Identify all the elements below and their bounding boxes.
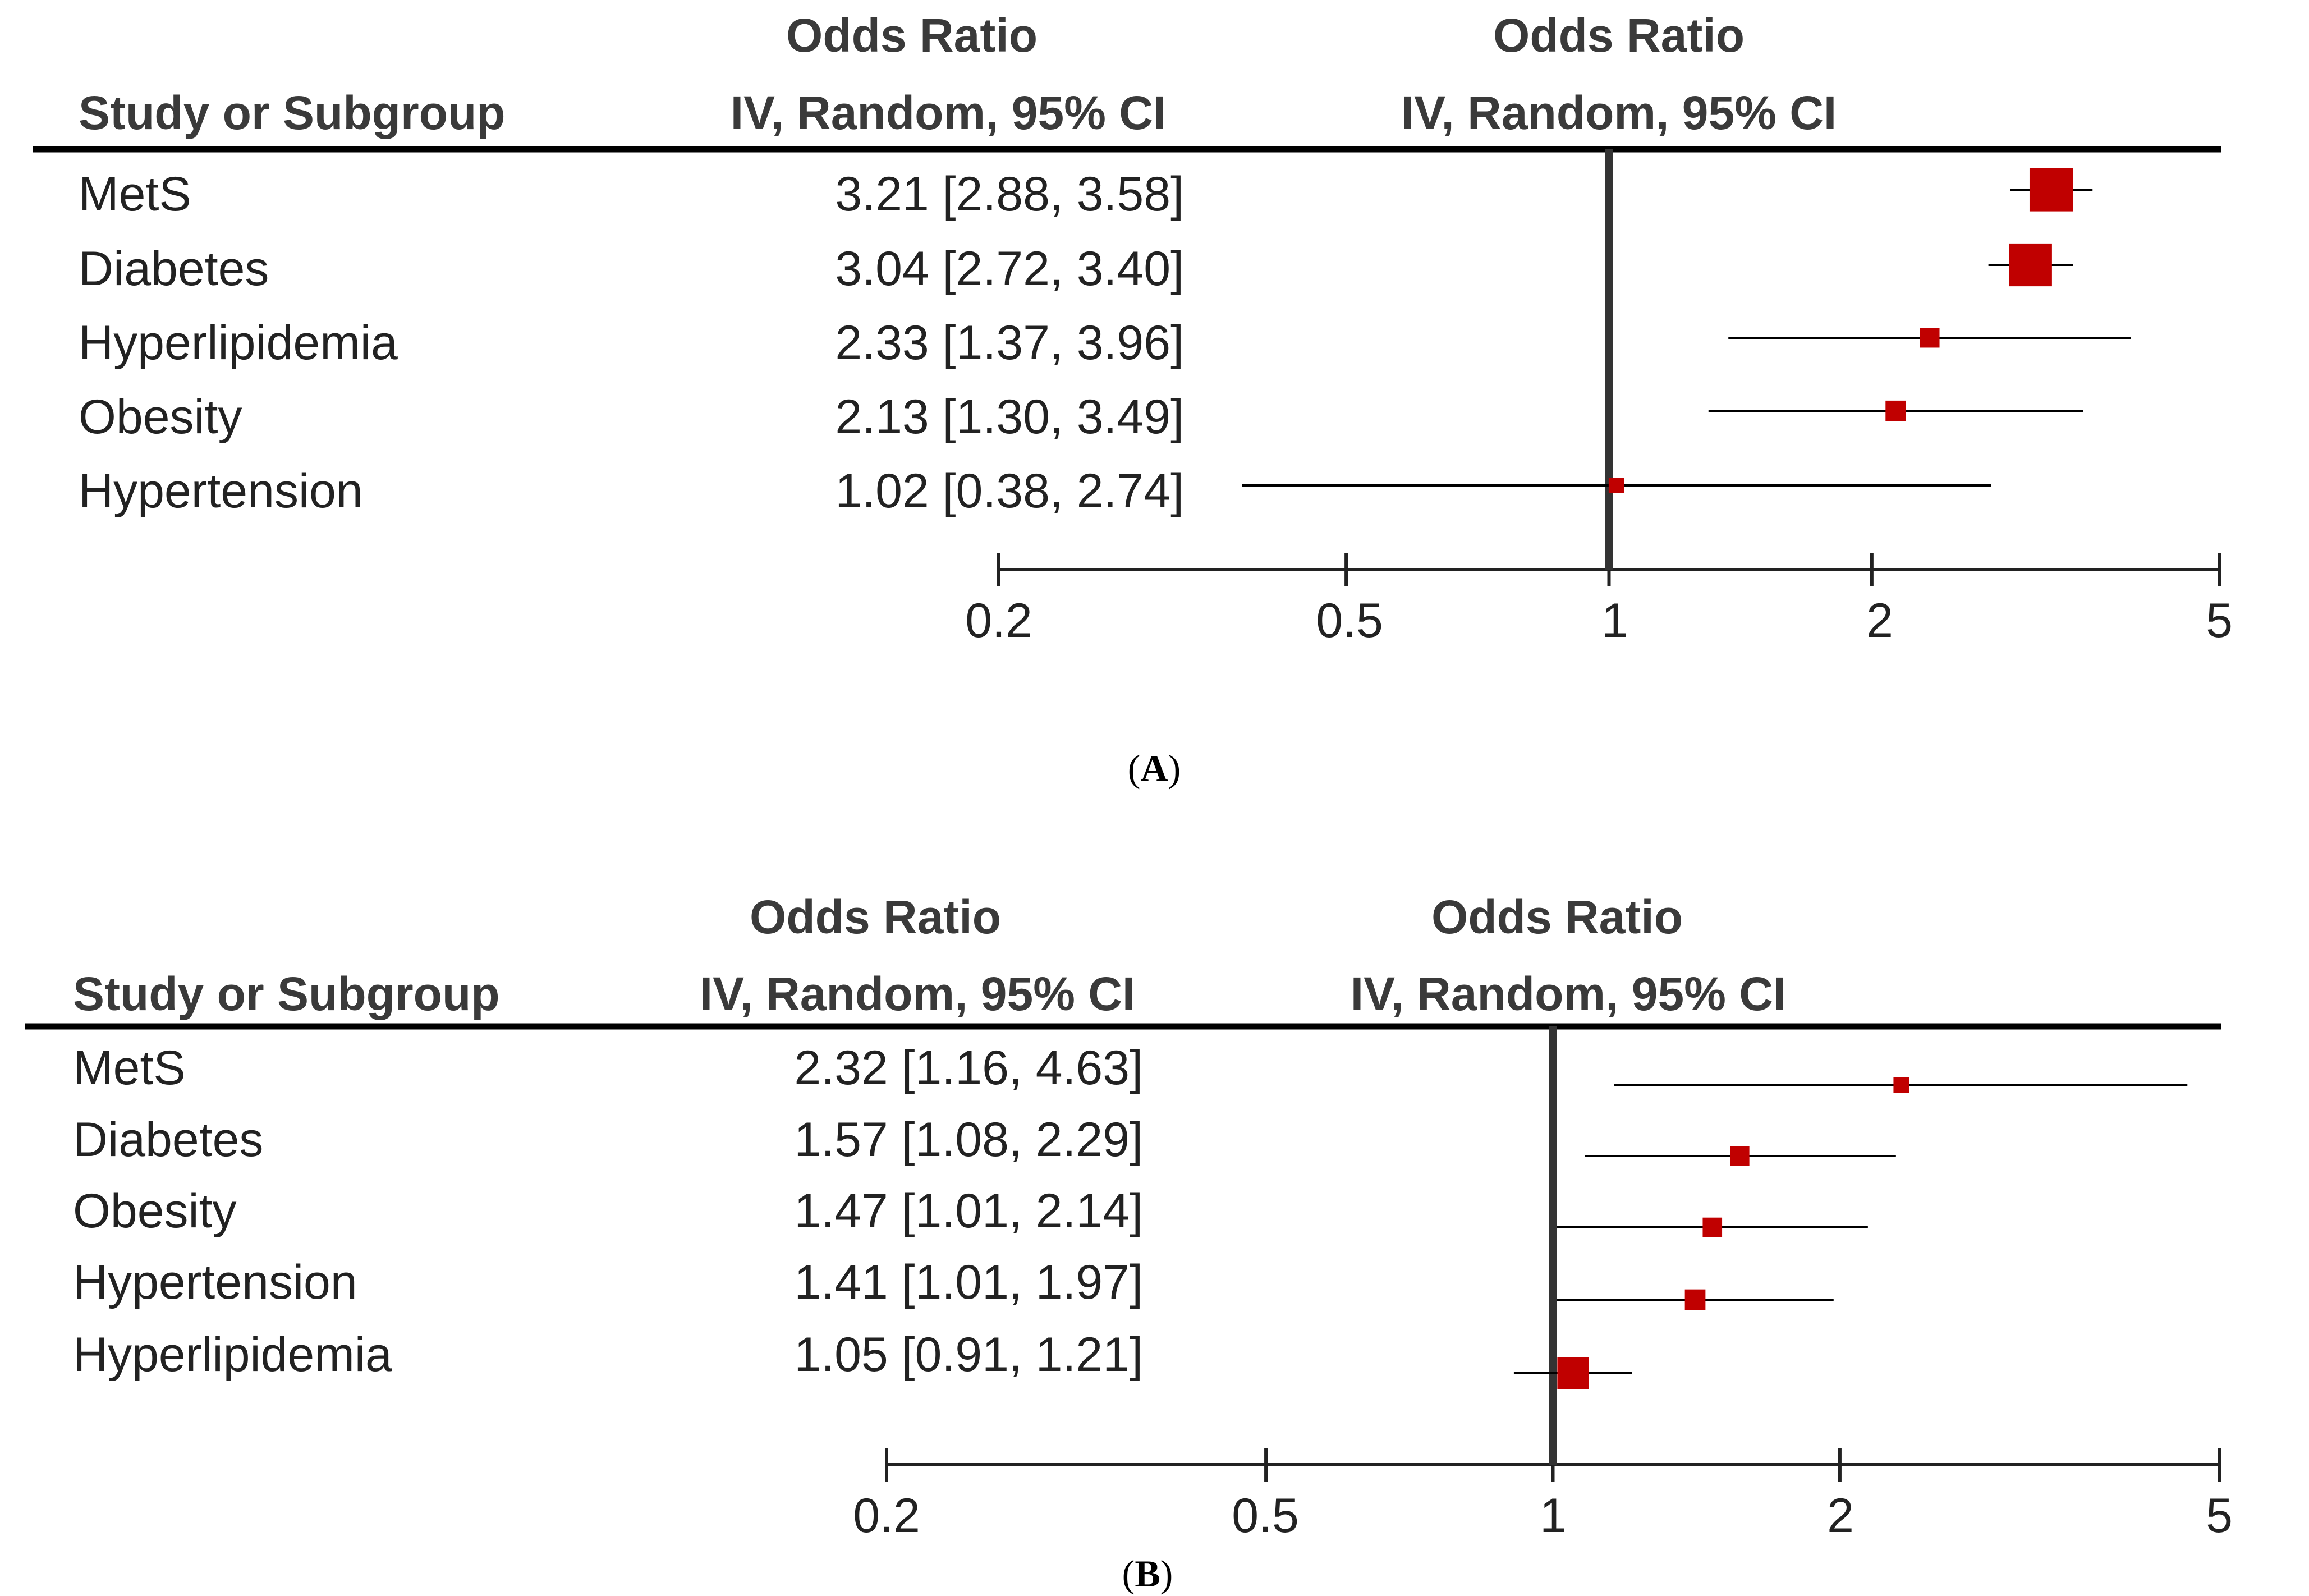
panel-b-row-label: Obesity — [73, 1184, 237, 1238]
panel-a-row-label: MetS — [79, 167, 191, 221]
panel-a: Odds Ratio Odds Ratio Study or Subgroup … — [33, 9, 2233, 790]
panel-b-tick-label: 0.2 — [853, 1489, 920, 1543]
panel-a-point-estimate — [2009, 243, 2052, 287]
panel-a-plot — [997, 149, 2221, 586]
panel-b-plot — [885, 1026, 2221, 1482]
panel-b-caption-letter: B — [1135, 1552, 1160, 1595]
panel-b-point-estimate — [1730, 1146, 1750, 1166]
panel-b-row-ci-text: 2.32 [1.16, 4.63] — [794, 1041, 1143, 1095]
panel-b-study-header: Study or Subgroup — [73, 967, 500, 1020]
panel-a-point-estimate — [1920, 328, 1940, 348]
panel-a-study-header: Study or Subgroup — [79, 86, 506, 139]
panel-b-plot-subheader: IV, Random, 95% CI — [1351, 967, 1786, 1020]
panel-a-row-ci-text: 3.04 [2.72, 3.40] — [835, 242, 1184, 296]
panel-b-row-label: Hyperlipidemia — [73, 1328, 392, 1382]
panel-b-caption-close: ) — [1160, 1552, 1173, 1595]
panel-a-row-ci-text: 2.13 [1.30, 3.49] — [835, 390, 1184, 444]
panel-a-caption: (A) — [1128, 747, 1181, 790]
panel-b-row-ci-text: 1.57 [1.08, 2.29] — [794, 1113, 1143, 1167]
panel-b-tick-label: 5 — [2206, 1489, 2233, 1543]
panel-b-row-ci-text: 1.41 [1.01, 1.97] — [794, 1255, 1143, 1309]
panel-b-row-ci-text: 1.47 [1.01, 2.14] — [794, 1184, 1143, 1238]
panel-b-point-estimate — [1557, 1357, 1589, 1389]
panel-b-caption-open: ( — [1122, 1552, 1135, 1595]
panel-b-plot-title: Odds Ratio — [1431, 891, 1683, 943]
panel-a-row-ci-text: 2.33 [1.37, 3.96] — [835, 316, 1184, 370]
panel-b-caption: (B) — [1122, 1552, 1173, 1595]
panel-b: Odds Ratio Odds Ratio Study or Subgroup … — [25, 891, 2233, 1595]
panel-a-plot-title: Odds Ratio — [1493, 9, 1745, 62]
panel-b-or-subheader: IV, Random, 95% CI — [700, 967, 1135, 1020]
panel-a-tick-label: 1 — [1601, 594, 1628, 648]
panel-a-row-label: Obesity — [79, 390, 242, 444]
panel-a-point-estimate — [2029, 168, 2073, 212]
panel-a-row-ci-text: 3.21 [2.88, 3.58] — [835, 167, 1184, 221]
panel-a-caption-close: ) — [1168, 747, 1181, 790]
panel-a-row-label: Hyperlipidemia — [79, 316, 398, 370]
panel-b-point-estimate — [1684, 1289, 1706, 1310]
panel-a-caption-letter: A — [1140, 747, 1168, 790]
panel-b-row-label: MetS — [73, 1041, 186, 1095]
panel-a-point-estimate — [1608, 478, 1624, 493]
panel-b-tick-label: 0.5 — [1232, 1489, 1299, 1543]
panel-b-point-estimate — [1893, 1077, 1909, 1093]
panel-b-tick-label: 1 — [1540, 1489, 1567, 1543]
panel-b-row-label: Hypertension — [73, 1255, 357, 1309]
panel-a-tick-label: 0.2 — [965, 594, 1032, 648]
panel-b-row-ci-text: 1.05 [0.91, 1.21] — [794, 1328, 1143, 1382]
panel-a-tick-label: 5 — [2206, 594, 2233, 648]
panel-a-row-label: Diabetes — [79, 242, 269, 296]
panel-a-tick-label: 0.5 — [1316, 594, 1383, 648]
panel-a-row-ci-text: 1.02 [0.38, 2.74] — [835, 464, 1184, 518]
panel-b-row-label: Diabetes — [73, 1113, 263, 1167]
panel-a-plot-subheader: IV, Random, 95% CI — [1401, 86, 1837, 139]
panel-a-caption-open: ( — [1128, 747, 1141, 790]
panel-a-or-title: Odds Ratio — [786, 9, 1038, 62]
panel-a-tick-label: 2 — [1866, 594, 1893, 648]
panel-b-or-title: Odds Ratio — [750, 891, 1001, 943]
panel-a-row-label: Hypertension — [79, 464, 363, 518]
panel-b-point-estimate — [1702, 1217, 1723, 1237]
panel-b-tick-label: 2 — [1827, 1489, 1854, 1543]
panel-a-or-subheader: IV, Random, 95% CI — [731, 86, 1166, 139]
panel-a-point-estimate — [1885, 400, 1906, 421]
